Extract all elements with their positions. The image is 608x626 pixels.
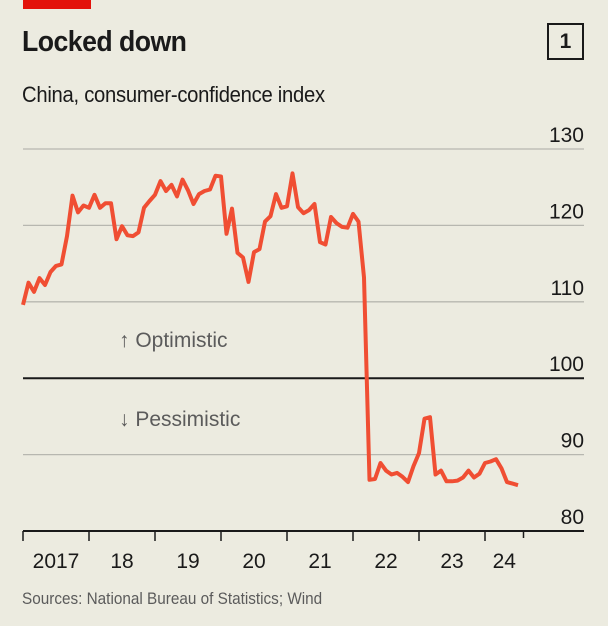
brand-red-tab bbox=[23, 0, 91, 9]
x-tick-label: 18 bbox=[110, 550, 133, 573]
y-tick-label: 120 bbox=[549, 200, 584, 223]
x-tick-label: 23 bbox=[440, 550, 463, 573]
x-tick-label: 2017 bbox=[33, 550, 80, 573]
y-tick-label: 80 bbox=[561, 506, 584, 529]
x-tick-label: 20 bbox=[242, 550, 265, 573]
annotations: ↑ Optimistic ↓ Pessimistic bbox=[119, 329, 240, 431]
x-tick-label: 22 bbox=[374, 550, 397, 573]
chart-number-badge: 1 bbox=[547, 23, 584, 60]
y-tick-label: 130 bbox=[549, 124, 584, 147]
annotation-pessimistic: ↓ Pessimistic bbox=[119, 408, 240, 431]
x-tick-label: 19 bbox=[176, 550, 199, 573]
x-tick-label: 21 bbox=[308, 550, 331, 573]
chart-title: Locked down bbox=[22, 26, 187, 58]
y-tick-label: 100 bbox=[549, 353, 584, 376]
annotation-optimistic: ↑ Optimistic bbox=[119, 329, 228, 352]
source-note: Sources: National Bureau of Statistics; … bbox=[22, 589, 323, 608]
chart-subtitle: China, consumer-confidence index bbox=[22, 82, 325, 107]
series-line-consumer-confidence bbox=[21, 171, 519, 488]
x-axis: 2017 18 19 20 21 22 23 24 bbox=[22, 530, 584, 573]
x-tick-label: 24 bbox=[493, 550, 517, 573]
series-lines bbox=[21, 171, 519, 488]
y-tick-label: 90 bbox=[561, 430, 584, 453]
gridlines bbox=[23, 148, 584, 456]
y-tick-label: 110 bbox=[551, 277, 584, 300]
y-tick-labels: 80 90 100 110 120 130 bbox=[549, 124, 584, 529]
